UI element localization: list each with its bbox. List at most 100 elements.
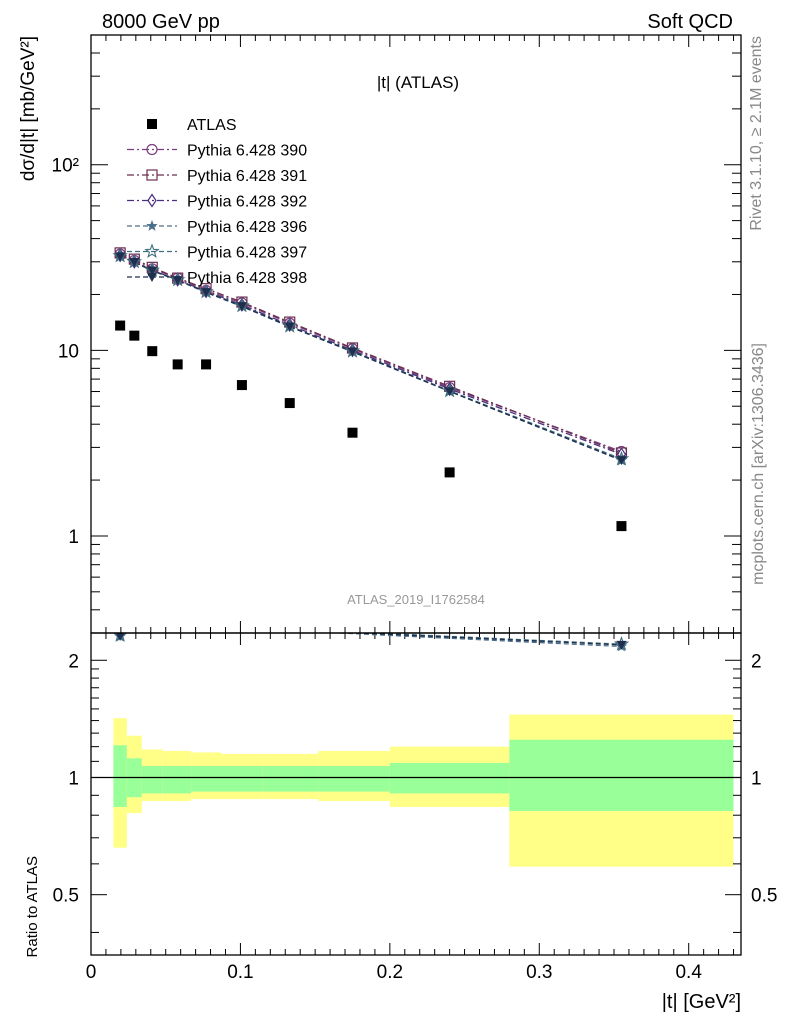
point-atlas	[147, 346, 158, 357]
ratio-line-pythia-6-428-397	[119, 633, 622, 645]
ratio-point-pythia-6-428-392	[130, 617, 138, 629]
ratio-point-pythia-6-428-392	[620, 633, 623, 635]
legend-marker-pythia-6-428-390	[146, 143, 158, 156]
ratio-point-pythia-6-428-390	[616, 616, 626, 626]
band-inner	[389, 762, 510, 794]
point-pythia-6-428-398	[444, 387, 455, 397]
ratio-point-pythia-6-428-398	[129, 621, 139, 630]
analysis-watermark: ATLAS_2019_I1762584	[347, 592, 485, 607]
ratio-point-pythia-6-428-390	[201, 618, 211, 628]
band-inner	[141, 766, 163, 794]
y-tick-label: 10²	[52, 156, 79, 177]
point-pythia-6-428-398	[616, 456, 627, 466]
ratio-y-axis-label: Ratio to ATLAS	[24, 856, 41, 957]
legend-marker-pythia-6-428-397	[144, 243, 160, 259]
point-pythia-6-428-398	[172, 276, 183, 286]
rivet-label: Rivet 3.1.10, ≥ 2.1M events	[748, 36, 765, 231]
point-pythia-6-428-398	[347, 347, 358, 357]
ratio-y-tick-label-right: 1	[751, 768, 762, 789]
ratio-point-pythia-6-428-398	[616, 640, 627, 650]
legend-marker-pythia-6-428-396	[146, 220, 158, 231]
series-line-pythia-6-428-390	[119, 253, 622, 453]
band-inner	[221, 766, 263, 792]
main-y-axis-label: dσ/d|t| [mb/GeV²]	[18, 36, 39, 181]
legend-label-pythia-6-428-398: Pythia 6.428 398	[187, 270, 307, 287]
point-atlas	[444, 467, 455, 478]
ratio-point-pythia-6-428-390	[115, 622, 125, 632]
ratio-y-tick-label: 2	[68, 651, 79, 672]
ratio-point-pythia-6-428-397	[128, 617, 140, 629]
band-inner	[191, 766, 221, 792]
point-pythia-6-428-398	[129, 258, 140, 268]
band-inner	[262, 766, 319, 792]
ratio-line-pythia-6-428-390	[120, 620, 621, 627]
ratio-y-tick-label-right: 2	[751, 651, 762, 672]
point-atlas	[347, 427, 358, 438]
header-right: Soft QCD	[647, 11, 733, 33]
x-tick-label: 0.1	[227, 962, 253, 983]
x-tick-label: 0.4	[675, 962, 702, 983]
legend-marker-atlas	[147, 119, 157, 129]
ratio-point-pythia-6-428-391	[201, 614, 211, 624]
band-inner	[162, 766, 192, 794]
series-lines	[119, 252, 622, 462]
source-label: mcplots.cern.ch [arXiv:1306.3436]	[750, 343, 767, 585]
point-atlas	[201, 359, 212, 370]
band-inner	[318, 766, 390, 792]
ratio-line-pythia-6-428-391	[120, 617, 621, 625]
header-left: 8000 GeV pp	[102, 11, 220, 33]
ratio-line-pythia-6-428-398	[119, 633, 622, 646]
legend-label-pythia-6-428-392: Pythia 6.428 392	[187, 194, 307, 211]
ratio-y-tick-label: 1	[68, 768, 79, 789]
y-tick-label: 1	[68, 527, 79, 548]
ratio-point-pythia-6-428-396	[129, 619, 140, 630]
series-line-pythia-6-428-391	[119, 252, 622, 454]
ratio-point-pythia-6-428-398	[201, 622, 211, 631]
series-line-pythia-6-428-398	[119, 255, 622, 461]
ratio-series-group	[112, 612, 630, 652]
ratio-bands	[113, 714, 734, 867]
point-pythia-6-428-398	[147, 266, 158, 276]
ratio-point-pythia-6-428-392	[202, 618, 210, 630]
x-tick-label: 0	[86, 962, 97, 983]
ratio-y-tick-label-right: 0.5	[751, 886, 777, 907]
ratio-point-pythia-6-428-391	[616, 619, 626, 629]
legend: ATLAS Pythia 6.428 390 Pythia 6.428 391 Pyt…	[127, 117, 307, 287]
point-pythia-6-428-398	[284, 322, 295, 332]
text-layer: 8000 GeV pp Soft QCD |t| (ATLAS) ATLAS_2…	[18, 11, 767, 1013]
point-atlas	[172, 359, 183, 370]
chart-title: |t| (ATLAS)	[377, 73, 459, 92]
axis-frames	[90, 34, 742, 956]
band-inner	[113, 745, 127, 807]
point-atlas	[115, 320, 126, 331]
y-tick-label: 10	[58, 341, 79, 362]
legend-marker-pythia-6-428-398	[147, 273, 157, 282]
x-tick-label: 0.3	[526, 962, 552, 983]
band-inner	[509, 739, 734, 812]
point-atlas	[129, 330, 140, 341]
point-pythia-6-428-398	[201, 288, 212, 298]
ratio-line-pythia-6-428-396	[119, 633, 622, 648]
point-atlas	[236, 380, 247, 391]
point-pythia-6-428-398	[236, 302, 247, 312]
ratio-plot-frame	[90, 632, 742, 956]
point-atlas	[284, 398, 295, 409]
ratio-point-pythia-6-428-391	[115, 620, 125, 630]
legend-label-atlas: ATLAS	[187, 117, 237, 134]
ratio-y-tick-label: 0.5	[53, 886, 79, 907]
ratio-point-pythia-6-428-391	[129, 612, 139, 622]
legend-label-pythia-6-428-391: Pythia 6.428 391	[187, 168, 307, 185]
legend-label-pythia-6-428-397: Pythia 6.428 397	[187, 245, 307, 262]
ratio-point-pythia-6-428-398	[115, 633, 125, 641]
point-atlas	[616, 521, 627, 532]
legend-marker-pythia-6-428-392	[147, 193, 157, 208]
legend-label-pythia-6-428-396: Pythia 6.428 396	[187, 219, 307, 236]
axis-ticks: 0 0.1 0.2 0.3 0.4 1 10 10² 0.5 0.5 1 1 2 2	[52, 34, 777, 983]
point-pythia-6-428-398	[115, 252, 126, 262]
ratio-point-pythia-6-428-390	[129, 615, 139, 625]
series-markers	[112, 247, 630, 652]
legend-marker-pythia-6-428-391	[146, 169, 158, 181]
x-tick-label: 0.2	[377, 962, 403, 983]
